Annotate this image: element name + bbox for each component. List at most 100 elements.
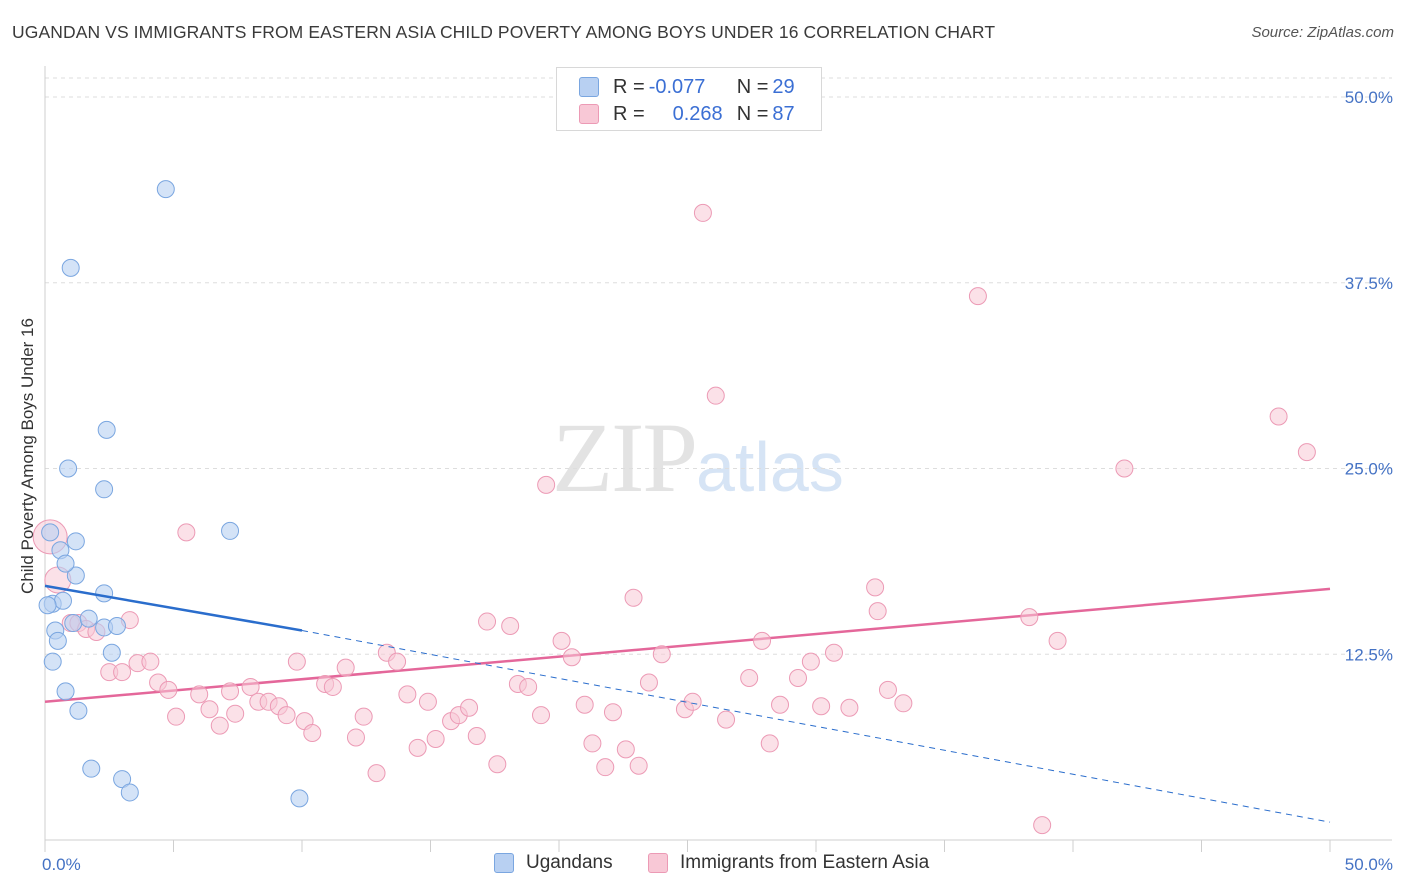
data-point-eastern-asia xyxy=(367,764,386,783)
legend-row-ugandans: R = -0.077 N = 29 xyxy=(579,74,795,100)
data-point-eastern-asia xyxy=(552,631,571,650)
data-point-eastern-asia xyxy=(1269,407,1288,426)
data-point-eastern-asia xyxy=(693,203,712,222)
data-point-eastern-asia xyxy=(221,682,240,701)
data-point-eastern-asia xyxy=(287,652,306,671)
data-point-eastern-asia xyxy=(1115,459,1134,478)
data-point-eastern-asia xyxy=(868,602,887,621)
chart-title: UGANDAN VS IMMIGRANTS FROM EASTERN ASIA … xyxy=(12,22,996,42)
data-point-eastern-asia xyxy=(501,617,520,636)
data-point-eastern-asia xyxy=(177,523,196,542)
data-point-eastern-asia xyxy=(840,698,859,717)
data-point-eastern-asia xyxy=(894,694,913,713)
tick-labels: 12.5% 25.0% 37.5% 50.0% 0.0% 50.0% xyxy=(42,88,1393,874)
data-point-eastern-asia xyxy=(537,475,556,494)
data-point-eastern-asia xyxy=(478,612,497,631)
data-point-eastern-asia xyxy=(323,677,342,696)
legend-swatch-eastern-asia xyxy=(648,853,668,873)
data-point-eastern-asia xyxy=(575,695,594,714)
legend-n-label: N = xyxy=(736,75,769,98)
watermark-atlas: atlas xyxy=(696,428,844,506)
data-point-eastern-asia xyxy=(624,588,643,607)
data-point-eastern-asia xyxy=(824,643,843,662)
points-ugandans xyxy=(38,180,309,808)
data-point-eastern-asia xyxy=(760,734,779,753)
data-point-eastern-asia xyxy=(753,631,772,650)
data-point-ugandans xyxy=(82,759,101,778)
data-point-eastern-asia xyxy=(1033,816,1052,835)
data-point-eastern-asia xyxy=(303,724,322,743)
data-point-eastern-asia xyxy=(639,673,658,692)
legend-r-label: R = xyxy=(613,75,645,98)
data-point-ugandans xyxy=(79,609,98,628)
trend-lines-ugandans xyxy=(44,584,1331,823)
data-point-eastern-asia xyxy=(812,697,831,716)
data-point-ugandans xyxy=(69,701,88,720)
data-point-eastern-asia xyxy=(1048,631,1067,650)
data-point-eastern-asia xyxy=(740,669,759,688)
legend-n-value: 29 xyxy=(772,75,795,98)
source-label: Source: ZipAtlas.com xyxy=(1251,24,1394,41)
watermark: ZIPatlas xyxy=(552,400,844,515)
data-point-eastern-asia xyxy=(583,734,602,753)
data-point-eastern-asia xyxy=(801,652,820,671)
legend-item-eastern-asia: Immigrants from Eastern Asia xyxy=(648,852,929,874)
trend-line-ugandans xyxy=(44,584,303,632)
data-point-ugandans xyxy=(56,554,75,573)
y-tick-label: 50.0% xyxy=(1345,88,1393,107)
data-point-ugandans xyxy=(38,596,57,615)
data-point-eastern-asia xyxy=(488,755,507,774)
x-tick-label: 50.0% xyxy=(1345,855,1393,874)
legend-n-value: 87 xyxy=(772,102,795,125)
data-point-eastern-asia xyxy=(771,695,790,714)
data-point-eastern-asia xyxy=(532,706,551,725)
legend-swatch-ugandans xyxy=(579,77,599,97)
legend-swatch-ugandans xyxy=(494,853,514,873)
data-point-ugandans xyxy=(66,566,85,585)
data-point-ugandans xyxy=(56,682,75,701)
data-point-eastern-asia xyxy=(460,698,479,717)
points-immigrants-eastern-asia xyxy=(32,203,1316,835)
data-point-ugandans xyxy=(102,643,121,662)
data-point-eastern-asia xyxy=(596,758,615,777)
data-point-eastern-asia xyxy=(167,707,186,726)
data-point-eastern-asia xyxy=(277,706,296,725)
data-point-ugandans xyxy=(107,617,126,636)
data-point-ugandans xyxy=(95,480,114,499)
data-point-eastern-asia xyxy=(336,658,355,677)
data-point-eastern-asia xyxy=(878,680,897,699)
y-axis-title: Child Poverty Among Boys Under 16 xyxy=(18,318,37,594)
data-point-eastern-asia xyxy=(789,669,808,688)
data-point-eastern-asia xyxy=(418,692,437,711)
data-point-eastern-asia xyxy=(200,700,219,719)
axes xyxy=(44,66,1392,852)
data-point-eastern-asia xyxy=(968,287,987,306)
data-point-eastern-asia xyxy=(519,677,538,696)
data-point-ugandans xyxy=(156,180,175,199)
legend-r-label: R = xyxy=(613,102,645,125)
data-point-ugandans xyxy=(113,770,132,789)
data-point-eastern-asia xyxy=(426,729,445,748)
data-point-eastern-asia xyxy=(616,740,635,759)
data-point-eastern-asia xyxy=(113,663,132,682)
data-point-ugandans xyxy=(59,459,78,478)
x-tick-label: 0.0% xyxy=(42,855,81,874)
y-tick-label: 25.0% xyxy=(1345,460,1393,479)
grid-lines xyxy=(45,77,1392,655)
data-point-ugandans xyxy=(48,631,67,650)
data-point-ugandans xyxy=(43,652,62,671)
data-point-eastern-asia xyxy=(190,685,209,704)
data-point-eastern-asia xyxy=(652,645,671,664)
data-point-eastern-asia xyxy=(866,578,885,597)
trend-line-ugandans-extrapolated xyxy=(301,629,1331,823)
data-point-ugandans xyxy=(95,584,114,603)
legend-r-value: -0.077 xyxy=(648,75,706,98)
legend-r-value: 0.268 xyxy=(672,102,723,125)
legend-label-ugandans: Ugandans xyxy=(526,852,613,873)
data-point-eastern-asia xyxy=(398,685,417,704)
legend-item-ugandans: Ugandans xyxy=(494,852,613,874)
data-point-eastern-asia xyxy=(1020,608,1039,627)
data-point-eastern-asia xyxy=(354,707,373,726)
data-point-ugandans xyxy=(221,521,240,540)
